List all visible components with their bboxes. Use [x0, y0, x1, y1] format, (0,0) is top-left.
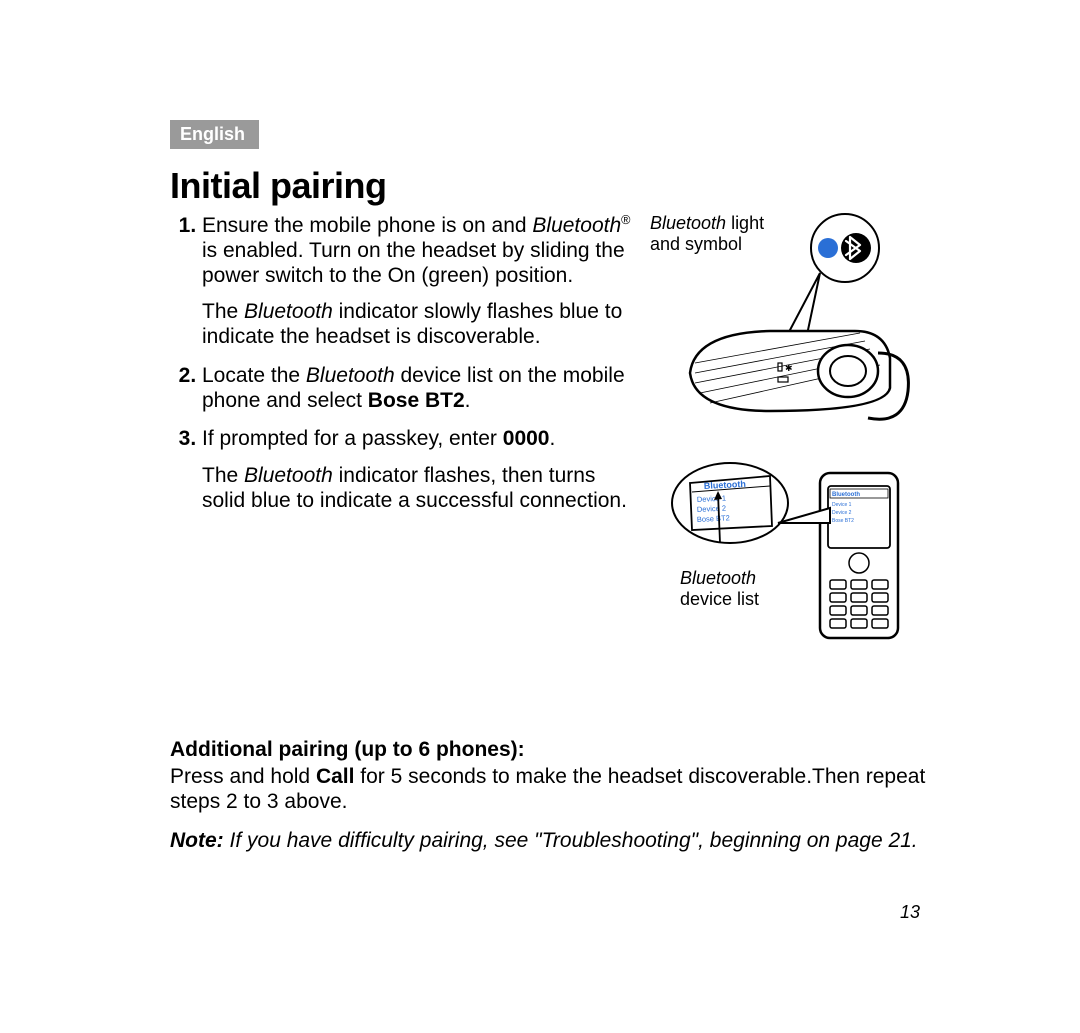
step1-sub: The Bluetooth indicator slowly flashes b…: [202, 300, 640, 350]
text-column: Ensure the mobile phone is on and Blueto…: [170, 213, 640, 528]
step3-sub: The Bluetooth indicator flashes, then tu…: [202, 464, 640, 514]
svg-text:✱: ✱: [785, 363, 793, 373]
svg-text:Device 2: Device 2: [832, 510, 852, 516]
step1-text-pre: Ensure the mobile phone is on and: [202, 214, 532, 237]
additional-heading: Additional pairing (up to 6 phones):: [170, 738, 930, 762]
svg-text:Bose BT2: Bose BT2: [697, 513, 730, 524]
step-2: Locate the Bluetooth device list on the …: [202, 364, 640, 414]
manual-page: English Initial pairing Ensure the mobil…: [0, 0, 1080, 1033]
svg-text:Device 2: Device 2: [697, 503, 727, 514]
svg-text:Bluetooth: Bluetooth: [832, 492, 860, 498]
additional-body: Press and hold Call for 5 seconds to mak…: [170, 764, 930, 814]
illustration-column: Bluetooth light and symbol: [650, 213, 920, 728]
bluetooth-word: Bluetooth: [532, 214, 621, 237]
page-number: 13: [900, 902, 920, 923]
language-tab: English: [170, 120, 259, 149]
step-3: If prompted for a passkey, enter 0000. T…: [202, 427, 640, 513]
step-1: Ensure the mobile phone is on and Blueto…: [202, 213, 640, 350]
note: Note: If you have difficulty pairing, se…: [170, 828, 930, 853]
svg-text:Device 1: Device 1: [832, 502, 852, 508]
svg-text:Bose BT2: Bose BT2: [832, 518, 854, 524]
page-title: Initial pairing: [170, 165, 930, 207]
label-bluetooth-light: Bluetooth light and symbol: [650, 213, 780, 254]
step1-text-post: is enabled. Turn on the headset by slidi…: [202, 239, 625, 287]
reg-mark: ®: [621, 213, 630, 227]
step-list: Ensure the mobile phone is on and Blueto…: [170, 213, 640, 514]
label-bluetooth-device-list: Bluetoothdevice list: [680, 568, 780, 609]
content-row: Ensure the mobile phone is on and Blueto…: [170, 213, 930, 728]
